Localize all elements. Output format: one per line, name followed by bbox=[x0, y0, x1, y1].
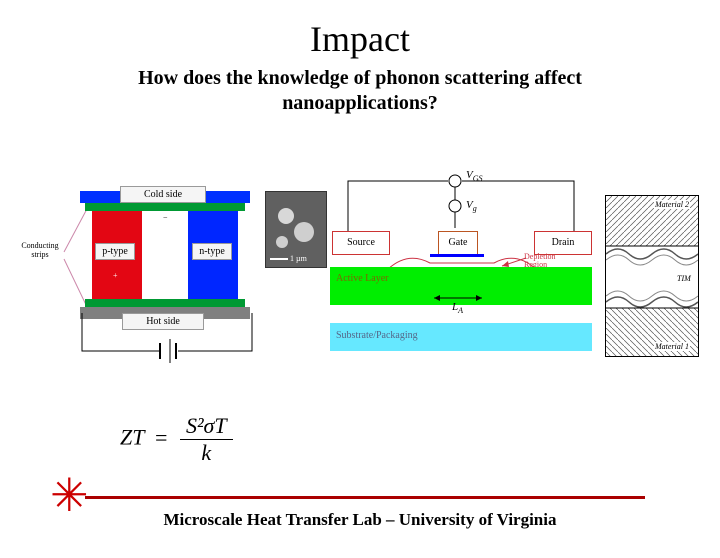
top-green-strip bbox=[85, 203, 245, 211]
subtitle-line2: nanoapplications? bbox=[282, 92, 438, 114]
tim-diagram: Material 2 TIM Material 1 bbox=[605, 195, 699, 357]
zt-formula: ZT = S²σT k bbox=[120, 413, 235, 466]
gap bbox=[142, 211, 188, 299]
formula-lhs: ZT bbox=[120, 425, 144, 450]
transistor-top-circuit bbox=[330, 173, 590, 233]
p-charge: + bbox=[113, 271, 118, 280]
substrate-layer: Substrate/Packaging bbox=[330, 323, 592, 351]
conducting-strips-label: Conducting strips bbox=[16, 241, 64, 259]
active-layer-label: Active Layer bbox=[336, 273, 388, 284]
footer-rule bbox=[85, 496, 645, 499]
vg-sub: g bbox=[473, 204, 477, 213]
footer-lab-name: Microscale Heat Transfer Lab – Universit… bbox=[0, 510, 720, 530]
material2-label: Material 2 bbox=[654, 200, 690, 209]
transistor-diagram: VGS Vg Source Gate Drain Depletion Regio… bbox=[330, 173, 590, 373]
subtitle-line1: How does the knowledge of phonon scatter… bbox=[138, 67, 582, 89]
source-block: Source bbox=[332, 231, 390, 255]
formula-denominator: k bbox=[180, 440, 233, 466]
la-label: LA bbox=[452, 301, 463, 315]
substrate-label: Substrate/Packaging bbox=[336, 330, 418, 341]
te-circuit bbox=[78, 307, 258, 367]
formula-eq: = bbox=[150, 425, 173, 450]
thermoelectric-diagram: Conducting strips Cold side p-type n-typ… bbox=[20, 181, 255, 381]
formula-numerator: S²σT bbox=[180, 413, 233, 440]
vg-v: V bbox=[466, 199, 473, 211]
la-sub: A bbox=[458, 306, 463, 315]
vgs-sub: GS bbox=[473, 174, 483, 183]
material1-label: Material 1 bbox=[654, 342, 690, 351]
tim-label: TIM bbox=[676, 274, 692, 283]
p-type-label: p-type bbox=[95, 243, 135, 260]
sem-thumbnail: 1 µm bbox=[265, 191, 327, 268]
page-title: Impact bbox=[0, 18, 720, 60]
vgs-label: VGS bbox=[466, 169, 483, 183]
diagram-canvas: Conducting strips Cold side p-type n-typ… bbox=[20, 173, 700, 403]
subtitle: How does the knowledge of phonon scatter… bbox=[0, 66, 720, 116]
sem-scale-label: 1 µm bbox=[290, 254, 307, 263]
bottom-green-strip bbox=[85, 299, 245, 307]
n-charge: − bbox=[163, 213, 168, 222]
n-type-label: n-type bbox=[192, 243, 232, 260]
vgs-v: V bbox=[466, 169, 473, 181]
vg-label: Vg bbox=[466, 199, 477, 213]
cold-side-label: Cold side bbox=[120, 186, 206, 203]
